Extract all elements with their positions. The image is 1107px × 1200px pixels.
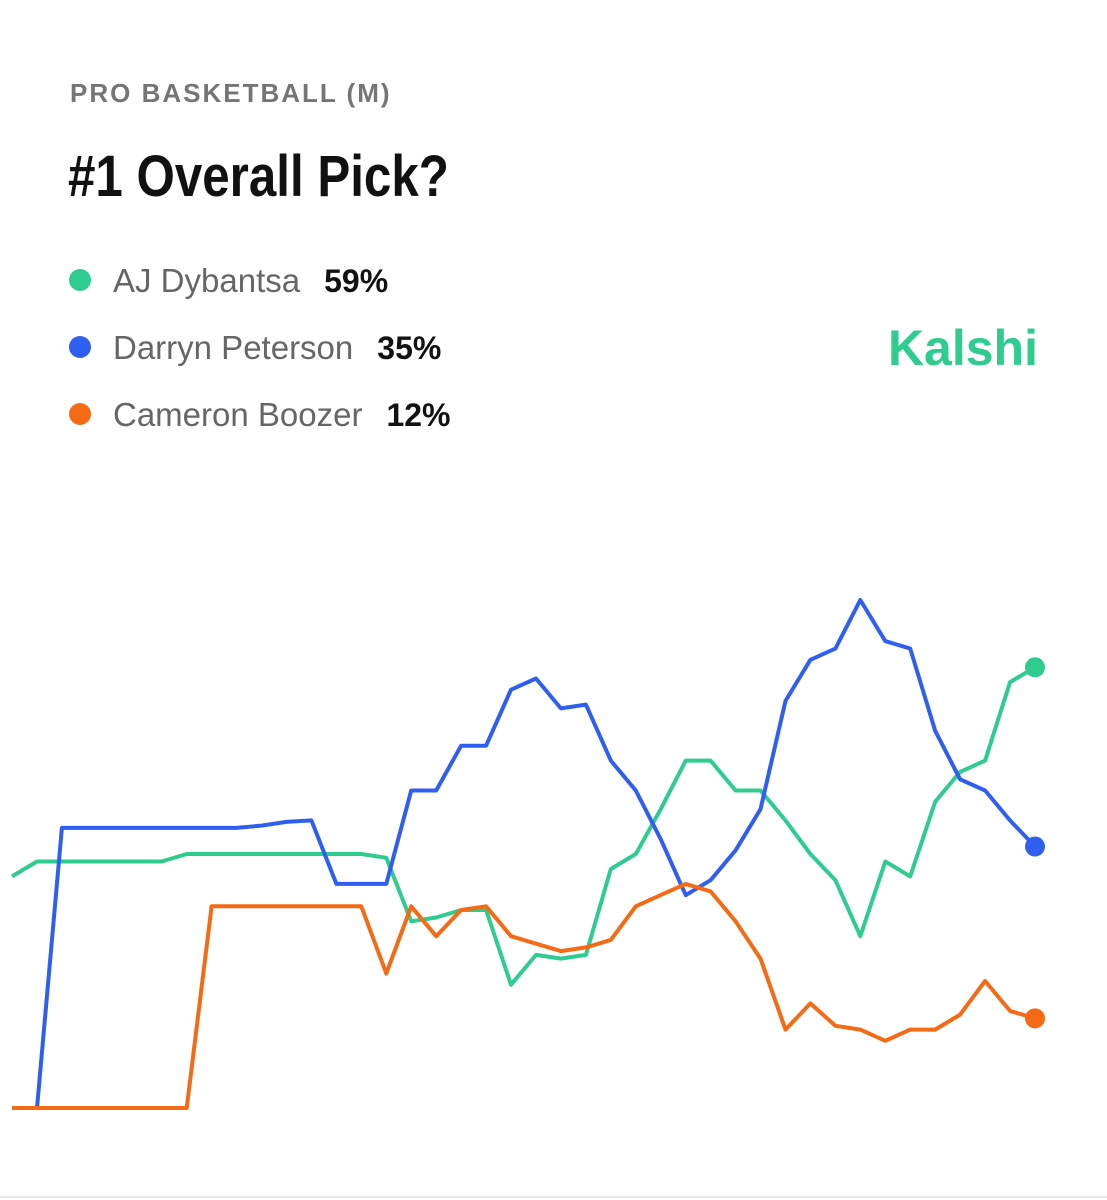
end-dot [1025, 836, 1045, 857]
series-line [12, 598, 1037, 1110]
legend-value: 35% [377, 330, 441, 366]
legend-label: AJ Dybantsa [113, 262, 301, 299]
end-dot [1025, 1008, 1045, 1029]
legend-value: 59% [324, 263, 388, 299]
legend-label: Darryn Peterson [113, 329, 353, 366]
chart-title: #1 Overall Pick? [68, 144, 449, 209]
legend-label: Cameron Boozer [113, 396, 362, 433]
series-line [10, 665, 1037, 987]
legend-marker [69, 269, 91, 291]
legend-value: 12% [386, 397, 450, 433]
legend-marker [69, 336, 91, 358]
legend-marker [69, 403, 91, 425]
supertitle: PRO BASKETBALL (M) [70, 78, 392, 108]
series-line [12, 881, 1036, 1110]
brand: Kalshi [888, 320, 1038, 376]
end-dot [1025, 657, 1045, 678]
